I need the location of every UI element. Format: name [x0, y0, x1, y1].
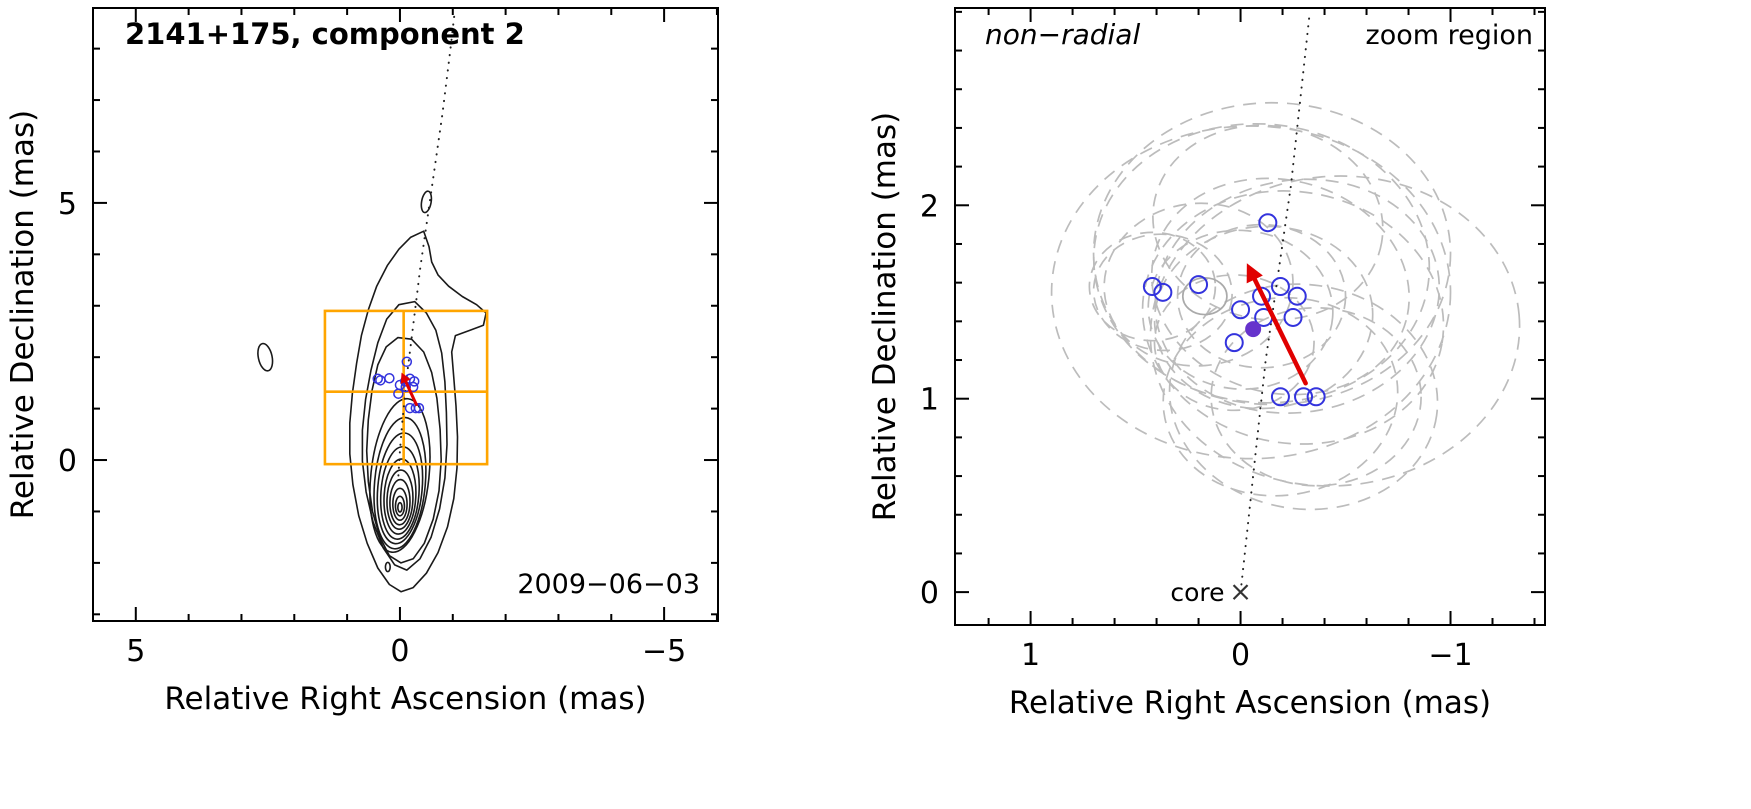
contour-line [392, 487, 408, 522]
beam-ellipse [1050, 125, 1452, 460]
panel-left: 5 0 −5 0 5 Relative Right Ascension (mas) Rela… [5, 7, 719, 717]
y-tick-label: 0 [920, 576, 939, 611]
contour-line [384, 561, 391, 573]
beam-ellipse [1147, 229, 1334, 390]
component-circle [401, 356, 413, 368]
beam-ellipse [1162, 296, 1399, 497]
epoch-label: 2009−06−03 [517, 569, 700, 600]
component-circle [1270, 277, 1290, 297]
contour-line [373, 416, 427, 550]
component-circle [1142, 277, 1162, 297]
component-circle [1224, 333, 1244, 353]
contour-line [386, 469, 414, 530]
y-tick-label: 2 [920, 189, 939, 224]
component-circle [1294, 387, 1314, 407]
panel-right: core 1 0 −1 0 1 2 Relative Right Ascension (mas… [867, 7, 1546, 721]
motion-type-label: non−radial [985, 18, 1140, 51]
contour-line [397, 501, 403, 513]
x-tick-label: −5 [642, 634, 686, 669]
beam-ellipse [1210, 306, 1422, 487]
contour-line [257, 342, 274, 372]
y-axis-title: Relative Declination (mas) [867, 112, 903, 522]
component-circle [1231, 300, 1251, 320]
contour-line [420, 190, 433, 214]
component-circle [1270, 387, 1290, 407]
y-tick-label: 1 [920, 383, 939, 418]
component-circle [1283, 307, 1303, 327]
beam-ellipse [1154, 178, 1441, 414]
component-circle [1258, 213, 1278, 233]
velocity-arrow [1252, 277, 1308, 386]
beam-ellipse [1088, 231, 1217, 342]
jet-trajectory [397, 9, 456, 477]
beam-ellipse [1149, 175, 1521, 487]
x-axis-title: Relative Right Ascension (mas) [164, 681, 646, 717]
velocity-arrow-head [400, 372, 411, 384]
y-axis-title: Relative Declination (mas) [5, 110, 41, 520]
component-circle [413, 402, 425, 414]
mean-position-point [1245, 321, 1262, 338]
x-axis-title: Relative Right Ascension (mas) [1009, 685, 1491, 721]
contour-line [389, 478, 411, 526]
beam-ellipse [1168, 283, 1439, 511]
component-circle [1287, 286, 1307, 306]
x-tick-label: 1 [1021, 638, 1040, 673]
y-tick-label: 0 [58, 444, 77, 479]
beam-ellipse [1152, 124, 1384, 321]
beam-ellipse [1103, 202, 1294, 367]
core-marker [1232, 584, 1249, 600]
contour-line [365, 336, 442, 564]
x-tick-label: 5 [126, 634, 145, 669]
beam-ellipse [1153, 274, 1315, 412]
contour-line [369, 397, 431, 554]
component-circle [1252, 286, 1272, 306]
component-circle [372, 373, 384, 385]
component-circle [393, 388, 404, 399]
panel-title: 2141+175, component 2 [125, 17, 525, 51]
velocity-arrow [404, 380, 418, 406]
component-positions [1142, 213, 1326, 407]
zoom-region-rect [323, 309, 489, 466]
contour-line [349, 230, 487, 593]
jet-trajectory [1239, 10, 1311, 594]
velocity-arrow-head [1246, 263, 1263, 284]
beam-ellipse [1176, 223, 1347, 369]
component-circle [1306, 387, 1326, 407]
component-circle [1153, 282, 1173, 302]
axes-frame [954, 7, 1546, 626]
beam-ellipse [1141, 190, 1445, 445]
component-circle [384, 373, 395, 384]
x-tick-label: 0 [1231, 638, 1250, 673]
component-circle [375, 375, 386, 386]
core-label: core [1170, 578, 1224, 607]
contour-line [383, 458, 417, 535]
contour-line [361, 300, 448, 571]
beam-ellipse [1153, 225, 1374, 410]
x-tick-label: 0 [390, 634, 409, 669]
zoom-region-label: zoom region [1366, 20, 1533, 51]
component-circle [1189, 275, 1209, 295]
component-circle [408, 376, 420, 387]
beam-ellipses [1050, 101, 1521, 511]
beam-ellipse [1092, 122, 1431, 404]
x-tick-label: −1 [1428, 638, 1472, 673]
contour-line [394, 495, 406, 517]
axes-frame [92, 7, 719, 622]
y-tick-label: 5 [58, 187, 77, 222]
core-cross-icon [1232, 584, 1249, 600]
contour-map [257, 190, 487, 593]
beam-ellipse [1092, 101, 1452, 406]
